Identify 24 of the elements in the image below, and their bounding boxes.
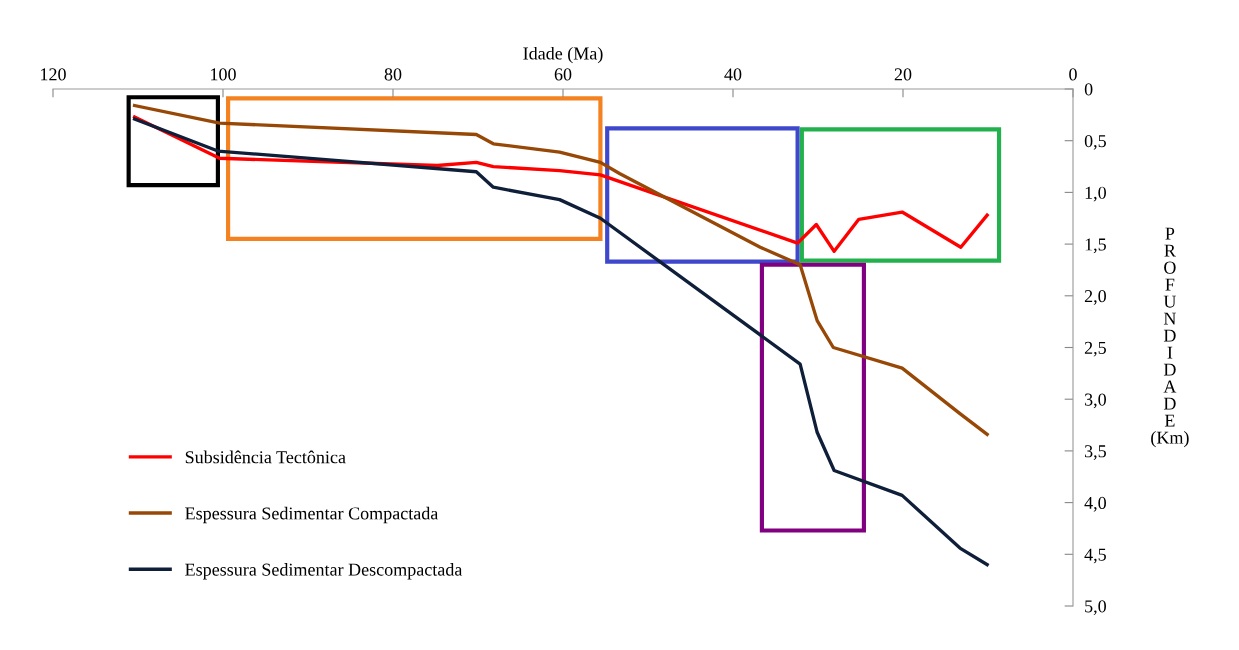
y-tick-label: 2,5 xyxy=(1084,341,1106,357)
y-tick-label: 4,5 xyxy=(1084,548,1106,564)
line-series xyxy=(132,103,989,437)
y-tick-label: 1,5 xyxy=(1085,238,1106,254)
text: PROFUNDIDADE (Km) xyxy=(1151,227,1189,448)
y-tick-label: 2,0 xyxy=(1084,290,1106,305)
legend-label: Espessura Sedimentar Compactada xyxy=(185,506,439,524)
x-tick-label: 100 xyxy=(211,68,236,81)
x-tick-label: 20 xyxy=(894,68,912,81)
legend-label: Subsidência Tectônica xyxy=(185,450,346,464)
legend-label: Espessura Sedimentar Descompactada xyxy=(185,563,463,580)
x-tick-label: 80 xyxy=(384,68,402,81)
x-tick-label: 120 xyxy=(41,68,66,81)
y-tick-label: 1,0 xyxy=(1085,186,1106,202)
x-axis-title: Idade (Ma) xyxy=(523,46,603,64)
y-tick-label: 0 xyxy=(1084,83,1093,96)
x-tick-label: 60 xyxy=(554,68,572,81)
x-tick-label: 40 xyxy=(724,68,742,81)
y-tick-label: 4,0 xyxy=(1084,496,1106,512)
y-tick-label: 0,5 xyxy=(1084,134,1106,150)
x-tick-label: 0 xyxy=(1069,68,1077,81)
y-tick-label: 3,5 xyxy=(1084,445,1106,460)
y-tick-label: 3,0 xyxy=(1084,393,1106,409)
y-tick-label: 5,0 xyxy=(1085,600,1106,616)
